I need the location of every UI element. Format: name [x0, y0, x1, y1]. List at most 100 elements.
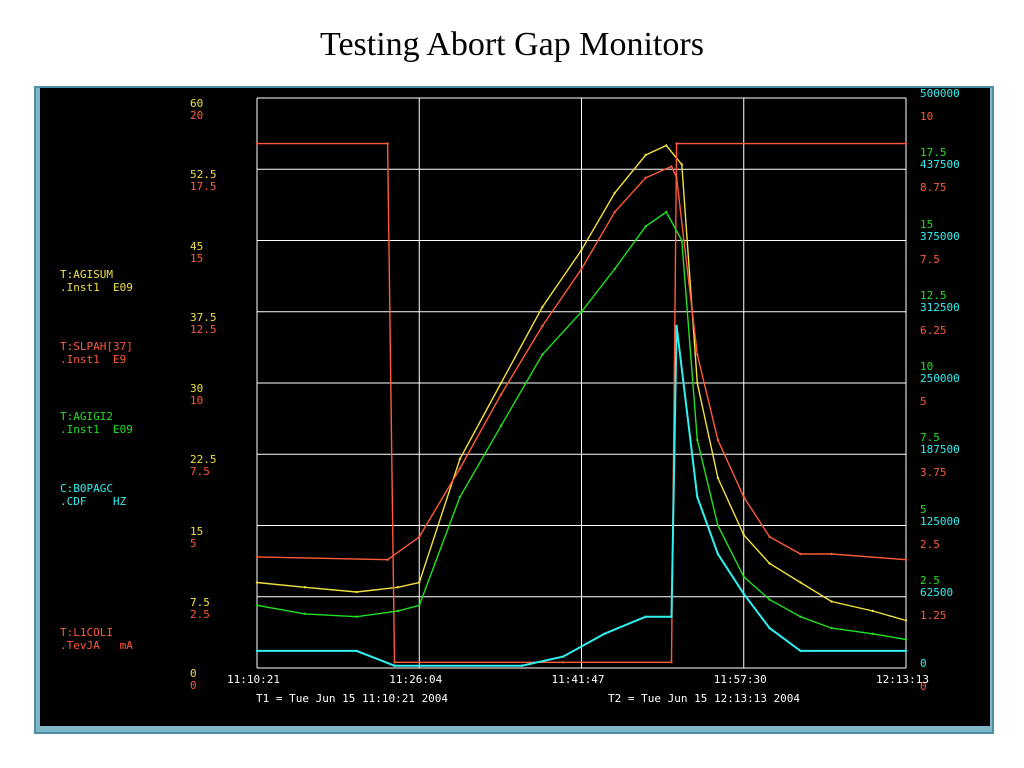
data-point: [613, 267, 616, 271]
tick-right-red: 2.5: [920, 537, 940, 551]
data-point: [355, 615, 358, 618]
tick-right-red: 0: [920, 680, 927, 693]
data-point: [675, 324, 678, 328]
data-point: [396, 586, 400, 589]
data-point: [541, 353, 544, 356]
tick-right-red: 6.25: [920, 323, 947, 337]
tick-left-red: 17.5: [190, 180, 217, 194]
data-point: [644, 615, 647, 618]
data-point: [418, 581, 421, 584]
data-point: [799, 649, 802, 653]
tick-left-red: 5: [190, 536, 197, 550]
legend-unit: .CDF HZ: [60, 495, 127, 508]
data-point: [768, 626, 771, 630]
legend-unit: .Inst1 E09: [60, 423, 133, 436]
data-point: [644, 176, 647, 179]
x-tick-label: 11:57:30: [713, 673, 767, 686]
tick-right-cyan: 375000: [920, 229, 960, 243]
tick-left-red: 2.5: [190, 607, 210, 621]
legend-entry: C:B0PAGC .CDF HZ: [60, 482, 126, 508]
tick-left-red: 12.5: [190, 322, 217, 336]
x-tick-label: 12:13:13: [876, 673, 929, 686]
data-point: [644, 225, 647, 228]
data-point: [904, 638, 908, 641]
data-point: [499, 393, 503, 396]
tick-left-yellow: 45: [190, 239, 204, 253]
data-point: [644, 153, 647, 157]
tick-right-cyan: 437500: [920, 158, 960, 172]
legend-name: T:SLPAH[37]: [60, 340, 133, 353]
data-point: [696, 495, 699, 499]
monitor-window: T:AGISUM .Inst1 E09 T:SLPAH[37] .Inst1 E9 T:…: [34, 86, 994, 734]
data-point: [742, 575, 745, 578]
data-point: [716, 476, 720, 480]
data-point: [458, 495, 462, 499]
data-point: [520, 664, 523, 667]
data-point: [675, 142, 678, 145]
data-point: [799, 581, 802, 584]
data-point: [670, 615, 673, 618]
tick-right-cyan: 62500: [920, 585, 954, 599]
data-point: [255, 142, 259, 145]
data-point: [255, 555, 259, 559]
data-point: [255, 581, 259, 584]
data-point: [696, 381, 699, 385]
data-point: [458, 467, 462, 470]
tick-right-green: 2.5: [920, 573, 940, 587]
tick-right-red: 10: [920, 110, 934, 123]
legend-entry: T:AGISUM .Inst1 E09: [60, 268, 133, 294]
data-point: [696, 438, 699, 442]
data-point: [680, 239, 684, 242]
data-point: [830, 626, 833, 630]
data-point: [613, 210, 616, 214]
legend-entry: T:AGIGI2 .Inst1 E09: [60, 410, 133, 436]
data-point: [386, 558, 389, 561]
tick-right-cyan: 0: [920, 657, 927, 670]
x-tick-label: 11:26:04: [389, 673, 443, 686]
data-point: [871, 632, 874, 635]
tick-right-cyan: 500000: [920, 87, 960, 100]
data-point: [386, 142, 389, 145]
tick-left-red: 0: [190, 679, 197, 692]
series-line-t-l1coli: [256, 165, 907, 561]
tick-left-yellow: 22.5: [190, 453, 217, 467]
tick-left-red: 7.5: [190, 465, 210, 479]
data-point: [665, 144, 668, 147]
data-point: [603, 632, 606, 635]
data-point: [799, 552, 802, 556]
plot-screen: T:AGISUM .Inst1 E09 T:SLPAH[37] .Inst1 E9 T:…: [40, 88, 990, 726]
tick-right-green: 15: [920, 217, 934, 231]
data-point: [742, 592, 745, 596]
legend-name: T:AGISUM: [60, 268, 113, 281]
legend-unit: .Inst1 E09: [60, 281, 133, 294]
data-point: [716, 524, 720, 527]
data-point: [904, 649, 908, 653]
data-point: [904, 142, 908, 145]
tick-left-red: 20: [190, 109, 204, 122]
tick-left-yellow: 0: [190, 667, 197, 680]
data-point: [716, 552, 720, 556]
data-point: [541, 324, 544, 328]
data-point: [670, 661, 673, 664]
data-point: [613, 191, 616, 195]
timeline-end: T2 = Tue Jun 15 12:13:13 2004: [608, 692, 801, 705]
tick-right-green: 17.5: [920, 146, 947, 160]
data-point: [396, 609, 400, 613]
tick-right-green: 12.5: [920, 288, 947, 302]
data-point: [768, 535, 771, 539]
tick-left-yellow: 15: [190, 524, 204, 538]
data-point: [393, 664, 396, 667]
data-point: [799, 615, 802, 618]
data-point: [665, 210, 668, 214]
tick-right-green: 5: [920, 502, 927, 516]
data-point: [303, 612, 307, 616]
data-point: [561, 661, 565, 664]
data-point: [675, 176, 678, 179]
data-point: [768, 598, 771, 601]
data-point: [418, 604, 421, 607]
tick-right-red: 3.75: [920, 466, 947, 480]
data-point: [255, 604, 259, 607]
tick-right-green: 7.5: [920, 431, 940, 445]
tick-right-cyan: 312500: [920, 300, 960, 314]
tick-left-yellow: 7.5: [190, 595, 210, 609]
